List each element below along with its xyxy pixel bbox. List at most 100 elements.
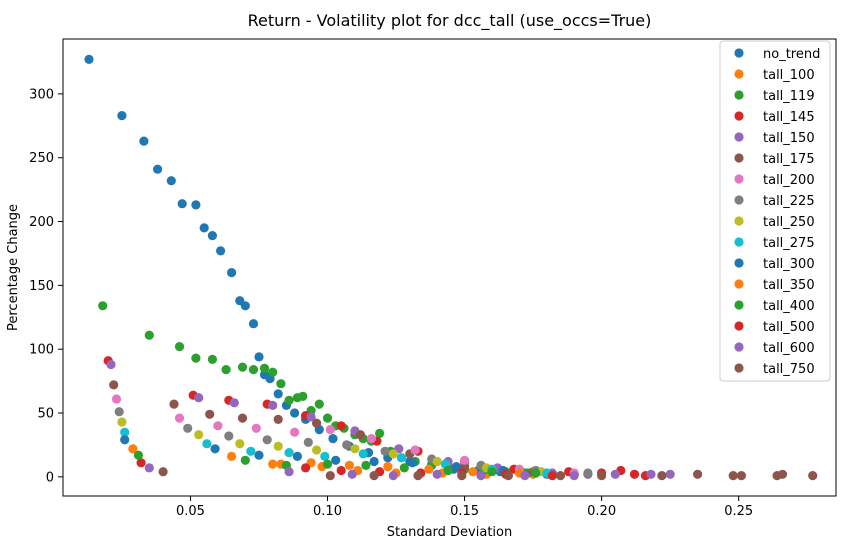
data-point	[133, 450, 143, 460]
y-tick-label: 250	[29, 151, 54, 166]
data-point	[109, 380, 119, 390]
legend-entry-label: tall_600	[763, 341, 815, 356]
data-point	[520, 471, 530, 481]
data-point	[237, 413, 248, 423]
y-tick-label: 100	[29, 343, 54, 358]
data-point	[251, 423, 261, 433]
data-point	[298, 391, 308, 401]
legend-entry-label: tall_119	[763, 89, 815, 104]
legend-entry-label: tall_500	[763, 320, 815, 335]
data-point	[325, 471, 335, 481]
legend-marker	[734, 195, 744, 205]
data-point	[229, 398, 239, 408]
data-point	[424, 464, 434, 474]
data-point	[246, 446, 256, 456]
series-tall_750	[325, 471, 566, 481]
legend-entry-label: tall_200	[763, 173, 815, 188]
data-point	[194, 430, 204, 440]
series-tall_350	[268, 458, 525, 478]
data-point	[254, 450, 264, 460]
data-point	[177, 199, 187, 209]
data-point	[216, 246, 226, 256]
data-point	[342, 440, 352, 450]
data-point	[174, 413, 185, 423]
data-point	[235, 439, 245, 449]
legend-entry-label: tall_400	[763, 299, 815, 314]
data-point	[399, 463, 409, 473]
data-point	[322, 413, 333, 423]
data-point	[325, 425, 335, 435]
data-point	[303, 437, 313, 447]
data-point	[248, 365, 259, 375]
data-point	[114, 407, 124, 417]
data-point	[432, 469, 442, 479]
data-point	[174, 342, 185, 352]
chart-title: Return - Volatility plot for dcc_tall (u…	[248, 11, 652, 31]
legend-entry-label: tall_100	[763, 68, 815, 83]
data-point	[503, 471, 513, 481]
data-point	[268, 367, 278, 377]
data-point	[468, 467, 478, 477]
data-point	[227, 268, 237, 278]
data-point	[355, 430, 365, 440]
data-point	[273, 389, 283, 399]
legend-marker	[734, 69, 744, 79]
x-tick-label: 0.20	[587, 504, 616, 519]
data-point	[328, 434, 338, 444]
data-point	[117, 111, 127, 121]
legend-entry-label: tall_250	[763, 215, 815, 230]
data-points	[84, 54, 818, 481]
data-point	[331, 455, 341, 465]
series-tall_250	[117, 417, 546, 477]
data-point	[358, 449, 368, 459]
data-point	[583, 468, 593, 478]
series-tall_275	[120, 427, 552, 478]
data-point	[166, 176, 176, 186]
data-point	[183, 423, 193, 433]
data-point	[144, 330, 154, 340]
legend-entry-label: tall_225	[763, 194, 815, 209]
legend-marker	[734, 342, 744, 352]
data-point	[240, 301, 250, 311]
data-point	[284, 395, 294, 405]
data-point	[98, 301, 108, 311]
data-point	[314, 399, 324, 409]
data-point	[369, 471, 379, 481]
data-point	[665, 469, 675, 479]
data-point	[139, 136, 149, 146]
y-tick-label: 50	[37, 407, 54, 422]
data-point	[569, 471, 579, 481]
data-point	[268, 459, 278, 469]
legend-marker	[734, 48, 744, 58]
data-point	[111, 394, 122, 404]
legend-marker	[734, 132, 744, 142]
data-point	[396, 453, 407, 463]
data-point	[610, 469, 620, 479]
data-point	[457, 471, 467, 481]
data-point	[221, 365, 231, 375]
data-point	[693, 469, 703, 479]
data-point	[191, 200, 201, 210]
data-point	[531, 468, 541, 478]
data-point	[380, 446, 390, 456]
legend-marker	[734, 363, 744, 373]
data-point	[254, 352, 264, 362]
data-point	[306, 412, 316, 422]
data-point	[629, 469, 640, 479]
data-point	[120, 427, 130, 437]
data-point	[388, 471, 398, 481]
plot-area-frame	[62, 38, 837, 497]
data-point	[410, 445, 420, 455]
y-tick-label: 0	[46, 470, 54, 485]
data-point	[413, 471, 423, 481]
y-axis-label: Percentage Change	[6, 204, 21, 331]
data-point	[369, 456, 379, 467]
data-point	[487, 467, 497, 477]
y-axis-ticks: 0 50 100 150 200 250 300	[29, 87, 63, 485]
data-point	[388, 449, 398, 459]
data-point	[432, 456, 442, 467]
data-point	[312, 445, 322, 455]
legend-marker	[734, 153, 744, 163]
legend-entry-label: no_trend	[763, 47, 820, 62]
